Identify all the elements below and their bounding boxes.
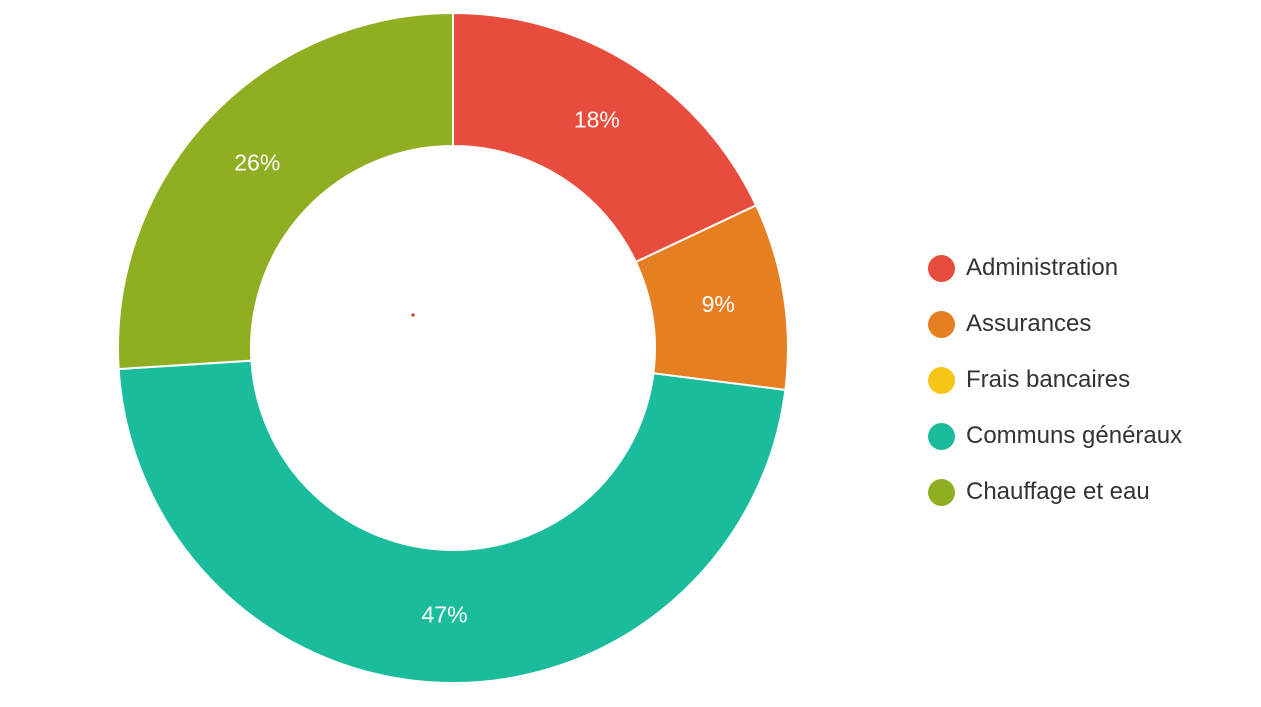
donut-chart-plot: 18% 9% 47% 26% [117, 11, 789, 684]
slice-label-communs-generaux: 47% [422, 601, 468, 627]
legend-item-administration[interactable]: Administration [928, 240, 1182, 296]
legend-swatch [928, 310, 955, 338]
legend-item-frais-bancaires[interactable]: Frais bancaires [928, 352, 1182, 408]
legend-label: Communs généraux [966, 422, 1183, 449]
legend-label: Chauffage et eau [966, 478, 1150, 505]
legend-swatch [928, 478, 955, 506]
slice-chauffage-et-eau[interactable] [117, 11, 454, 371]
donut-slices [117, 11, 789, 684]
slice-label-assurances: 9% [702, 291, 735, 317]
legend: Administration Assurances Frais bancaires C… [928, 240, 1182, 520]
legend-swatch [928, 254, 955, 282]
legend-item-chauffage-et-eau[interactable]: Chauffage et eau [928, 464, 1182, 520]
legend-swatch [928, 422, 955, 450]
slice-label-chauffage-et-eau: 26% [234, 149, 280, 175]
center-dot [411, 313, 415, 317]
legend-item-communs-generaux[interactable]: Communs généraux [928, 408, 1182, 464]
legend-swatch [928, 366, 955, 394]
legend-label: Assurances [966, 310, 1092, 337]
legend-label: Administration [966, 254, 1119, 281]
slice-label-administration: 18% [574, 106, 620, 132]
slice-administration[interactable] [452, 11, 758, 264]
slice-communs-generaux[interactable] [117, 359, 787, 684]
donut-slice-labels: 18% 9% 47% 26% [234, 106, 735, 627]
legend-item-assurances[interactable]: Assurances [928, 296, 1182, 352]
legend-label: Frais bancaires [966, 366, 1131, 393]
